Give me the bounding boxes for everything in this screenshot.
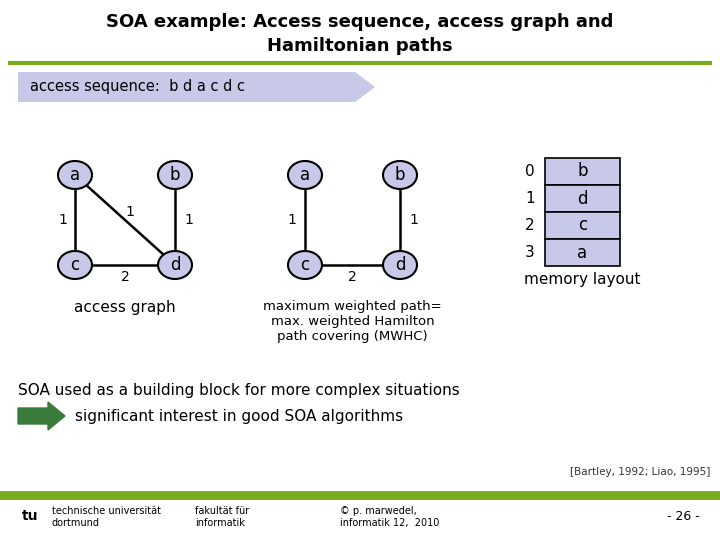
Bar [545,212,620,239]
Text: 2: 2 [121,270,130,284]
Text: 1: 1 [410,213,418,227]
Text: informatik: informatik [195,518,245,528]
Text: tu: tu [22,509,38,523]
Text: d: d [395,256,405,274]
Text: fakultät für: fakultät für [195,506,249,516]
Text: a: a [70,166,80,184]
Ellipse shape [288,251,322,279]
Text: [Bartley, 1992; Liao, 1995]: [Bartley, 1992; Liao, 1995] [570,467,710,477]
Ellipse shape [383,251,417,279]
Polygon shape [18,402,65,430]
Text: informatik 12,  2010: informatik 12, 2010 [340,518,439,528]
Text: maximum weighted path=
max. weighted Hamilton
path covering (MWHC): maximum weighted path= max. weighted Ham… [264,300,442,343]
Text: access graph: access graph [74,300,176,315]
Bar [545,158,620,185]
Text: a: a [577,244,588,261]
Text: © p. marwedel,: © p. marwedel, [340,506,417,516]
Text: access sequence:  b d a c d c: access sequence: b d a c d c [30,79,245,94]
Text: Hamiltonian paths: Hamiltonian paths [267,37,453,55]
Text: 2: 2 [526,218,535,233]
Text: 1: 1 [287,213,297,227]
Text: b: b [395,166,405,184]
Text: a: a [300,166,310,184]
Bar [545,239,620,266]
Text: d: d [577,190,588,207]
Ellipse shape [58,251,92,279]
Text: c: c [300,256,310,274]
Ellipse shape [158,161,192,189]
Text: b: b [577,163,588,180]
Bar [545,185,620,212]
Ellipse shape [58,161,92,189]
Text: 1: 1 [58,213,68,227]
Text: dortmund: dortmund [52,518,100,528]
Text: 1: 1 [526,191,535,206]
Text: d: d [170,256,180,274]
Ellipse shape [383,161,417,189]
Text: 1: 1 [125,205,135,219]
Text: 1: 1 [184,213,194,227]
Text: 0: 0 [526,164,535,179]
Text: 3: 3 [526,245,535,260]
Text: SOA example: Access sequence, access graph and: SOA example: Access sequence, access gra… [107,13,613,31]
Text: b: b [170,166,180,184]
Ellipse shape [158,251,192,279]
Text: memory layout: memory layout [524,272,641,287]
Text: c: c [71,256,80,274]
Text: c: c [578,217,587,234]
Ellipse shape [288,161,322,189]
Polygon shape [18,72,375,102]
Bar [0,491,720,500]
Text: - 26 -: - 26 - [667,510,700,523]
Text: SOA used as a building block for more complex situations: SOA used as a building block for more co… [18,382,460,397]
Text: 2: 2 [348,270,357,284]
Text: significant interest in good SOA algorithms: significant interest in good SOA algorit… [75,408,403,423]
Text: technische universität: technische universität [52,506,161,516]
